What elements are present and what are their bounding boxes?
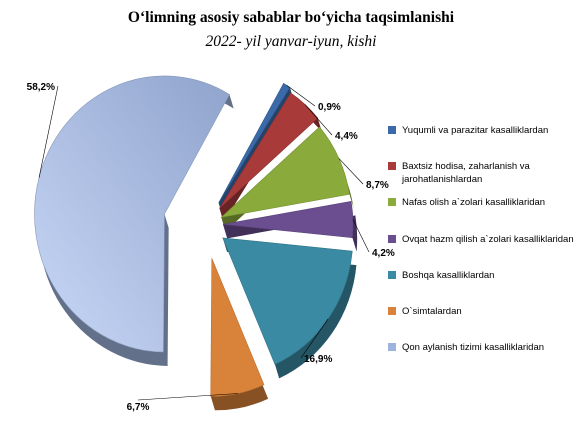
leader-line (338, 158, 364, 185)
pie-slice-7 (34, 75, 234, 366)
leader-line (38, 85, 59, 178)
pie-slice-top (222, 237, 353, 365)
legend-item: Qon aylanish tizimi kasalliklaridan (388, 341, 578, 354)
legend-swatch (388, 198, 396, 206)
leader-line (300, 318, 329, 359)
data-label: 4,2% (372, 248, 395, 259)
data-label: 58,2% (27, 82, 55, 93)
legend-swatch (388, 235, 396, 243)
pie-slice-side (210, 258, 269, 411)
data-label: 0,9% (318, 102, 341, 113)
legend-label: Baxtsiz hodisa, zaharlanish va jarohatla… (402, 161, 530, 185)
leader-line (304, 104, 333, 136)
data-label: 6,7% (127, 402, 150, 413)
legend-item: O`simtalardan (388, 305, 578, 318)
legend-label: Qon aylanish tizimi kasalliklaridan (402, 342, 545, 353)
legend-label: Yuqumli va parazitar kasalliklardan (402, 125, 549, 136)
legend-label: Boshqa kasalliklardan (402, 270, 495, 281)
legend-item: Nafas olish a`zolari kasalliklaridan (388, 196, 578, 209)
legend-item: Baxtsiz hodisa, zaharlanish va jarohatla… (388, 160, 578, 186)
legend-swatch (388, 126, 396, 134)
legend-label: Ovqat hazm qilish a`zolari kasalliklarid… (402, 234, 574, 245)
legend-swatch (388, 162, 396, 170)
legend-label: Nafas olish a`zolari kasalliklaridan (402, 197, 546, 208)
pie-slice-top (210, 258, 265, 397)
pie-slice-side (221, 126, 354, 232)
leader-line (352, 219, 370, 253)
legend-item: Boshqa kasalliklardan (388, 269, 578, 282)
data-label: 16,9% (304, 354, 332, 365)
legend-swatch (388, 307, 396, 315)
pie-slice-6 (210, 258, 269, 411)
legend-swatch (388, 343, 396, 351)
pie-slice-top (34, 75, 230, 353)
legend-item: Yuqumli va parazitar kasalliklardan (388, 124, 578, 137)
pie-slice-5 (222, 237, 357, 379)
pie-slice-side (222, 237, 357, 379)
legend-swatch (388, 271, 396, 279)
data-label: 4,4% (335, 131, 358, 142)
chart-title: O‘limning asosiy sabablar bo‘yicha taqsi… (127, 9, 455, 26)
leader-line (137, 393, 238, 401)
leader-line (286, 85, 316, 107)
chart-subtitle: 2022- yil yanvar-iyun, kishi (205, 33, 377, 50)
data-label: 8,7% (366, 180, 389, 191)
legend-label: O`simtalardan (402, 306, 462, 317)
legend-item: Ovqat hazm qilish a`zolari kasalliklarid… (388, 233, 578, 246)
pie-slice-top (220, 126, 350, 218)
pie-slice-3 (220, 126, 354, 232)
